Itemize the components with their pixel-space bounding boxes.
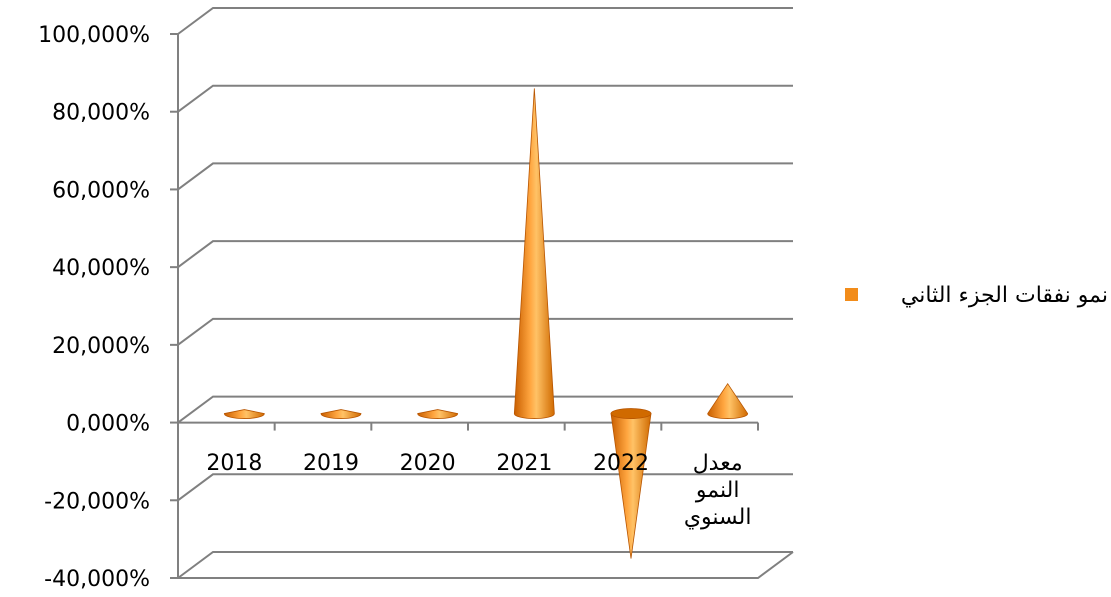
legend-label: نمو نفقات الجزء الثاني — [901, 283, 1108, 308]
data-cone-2022 — [610, 408, 652, 559]
gridline — [177, 7, 793, 35]
gridline — [177, 162, 793, 191]
data-cone-2021 — [513, 88, 555, 419]
y-tick-label: -20,000% — [44, 489, 150, 514]
gridlines — [177, 7, 793, 579]
y-tick-label: 0,000% — [66, 412, 150, 437]
data-cone-2020 — [417, 409, 459, 419]
y-tick-label: 20,000% — [52, 334, 150, 359]
x-tick-label: 2022 — [593, 451, 649, 476]
y-tick-label: 60,000% — [52, 178, 150, 203]
gridline — [177, 317, 793, 346]
y-tick-label: -40,000% — [44, 567, 150, 592]
y-axis-tick-labels: -40,000% -20,000% 0,000% 20,000% 40,000% 60,0… — [38, 23, 150, 592]
x-tick-label: 2019 — [303, 451, 359, 476]
gridline — [177, 551, 793, 579]
gridline — [177, 395, 793, 424]
x-tick-label: 2021 — [496, 451, 552, 476]
data-cone-معدل-النمو-السنوي — [707, 382, 749, 419]
x-tick-label: 2020 — [400, 451, 456, 476]
x-tick-label: معدل النمو السنوي — [684, 451, 752, 530]
legend-swatch — [845, 288, 858, 301]
data-cone-2019 — [320, 409, 362, 419]
data-cone-2018 — [223, 409, 265, 419]
gridline — [177, 473, 793, 502]
data-cones — [223, 88, 749, 559]
gridline — [177, 240, 793, 268]
y-tick-label: 40,000% — [52, 256, 150, 281]
gridline — [177, 84, 793, 113]
axes — [170, 33, 794, 579]
x-tick-label: 2018 — [206, 451, 262, 476]
y-tick-label: 80,000% — [52, 101, 150, 126]
legend: نمو نفقات الجزء الثاني — [845, 283, 1108, 308]
x-axis-category-labels: 2018 2019 2020 2021 2022 معدل النمو السنوي — [206, 451, 751, 530]
floor-edge — [178, 551, 794, 579]
y-tick-label: 100,000% — [38, 23, 150, 48]
